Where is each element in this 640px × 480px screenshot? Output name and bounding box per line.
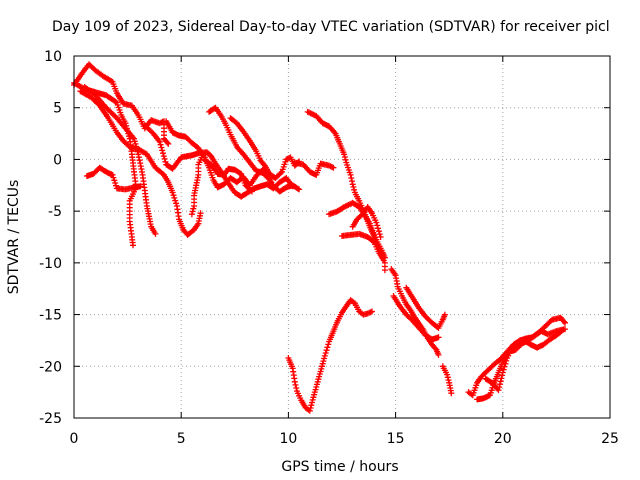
y-tick-label: -15 [39,308,62,324]
chart-title: Day 109 of 2023, Sidereal Day-to-day VTE… [52,19,610,35]
series-arc5 [83,164,144,193]
data-point-markers [83,164,144,193]
x-tick-label: 0 [70,431,79,447]
series-arc18 [390,293,442,343]
series-arc4 [77,88,204,238]
data-point-markers [227,115,275,186]
series-arc16 [349,204,384,240]
y-tick-label: 10 [44,49,62,65]
series-arc11 [188,152,206,218]
data-point-markers [304,108,388,274]
plot-frame [73,55,611,419]
series-arc3 [81,84,159,237]
x-tick-label: 20 [494,431,512,447]
data-point-markers [77,88,204,238]
series-arc12 [291,159,337,178]
y-tick-label: -10 [39,256,62,272]
series-arc21 [465,314,568,399]
data-point-markers [439,363,455,397]
x-tick-label: 15 [387,431,405,447]
data-point-markers [285,297,375,414]
series-arc15 [339,230,386,262]
data-point-markers [482,327,566,394]
series-arc19 [403,284,448,331]
data-point-markers [339,230,386,262]
y-tick-label: -20 [39,359,62,375]
data-point-markers [403,284,448,331]
data-point-markers [390,293,442,343]
data-point-markers [291,159,337,178]
y-tick-label: 5 [53,101,62,117]
axis-ticks: 0 5 10 15 20 25 -25 -20 -15 -10 -5 0 5 10 [39,49,619,447]
data-point-markers [465,314,568,399]
data-point-markers [201,157,255,195]
series-arc24 [285,297,375,414]
y-axis-label: SDTVAR / TECUs [6,180,22,295]
series-arc13 [304,108,388,274]
x-axis-label: GPS time / hours [281,459,398,475]
series-arc17 [388,266,442,358]
data-points [71,61,568,414]
series-arc23 [482,327,566,394]
series-arc9 [227,115,275,186]
y-tick-label: 0 [53,152,62,168]
series-arc10 [201,157,255,195]
y-tick-label: -25 [39,411,62,427]
data-point-markers [349,204,384,240]
data-point-markers [188,152,206,218]
x-tick-label: 5 [177,431,186,447]
x-tick-label: 25 [601,431,619,447]
data-point-markers [81,84,159,237]
y-tick-label: -5 [48,204,62,220]
x-tick-label: 10 [279,431,297,447]
series-arc20 [439,363,455,397]
data-point-markers [388,266,442,358]
